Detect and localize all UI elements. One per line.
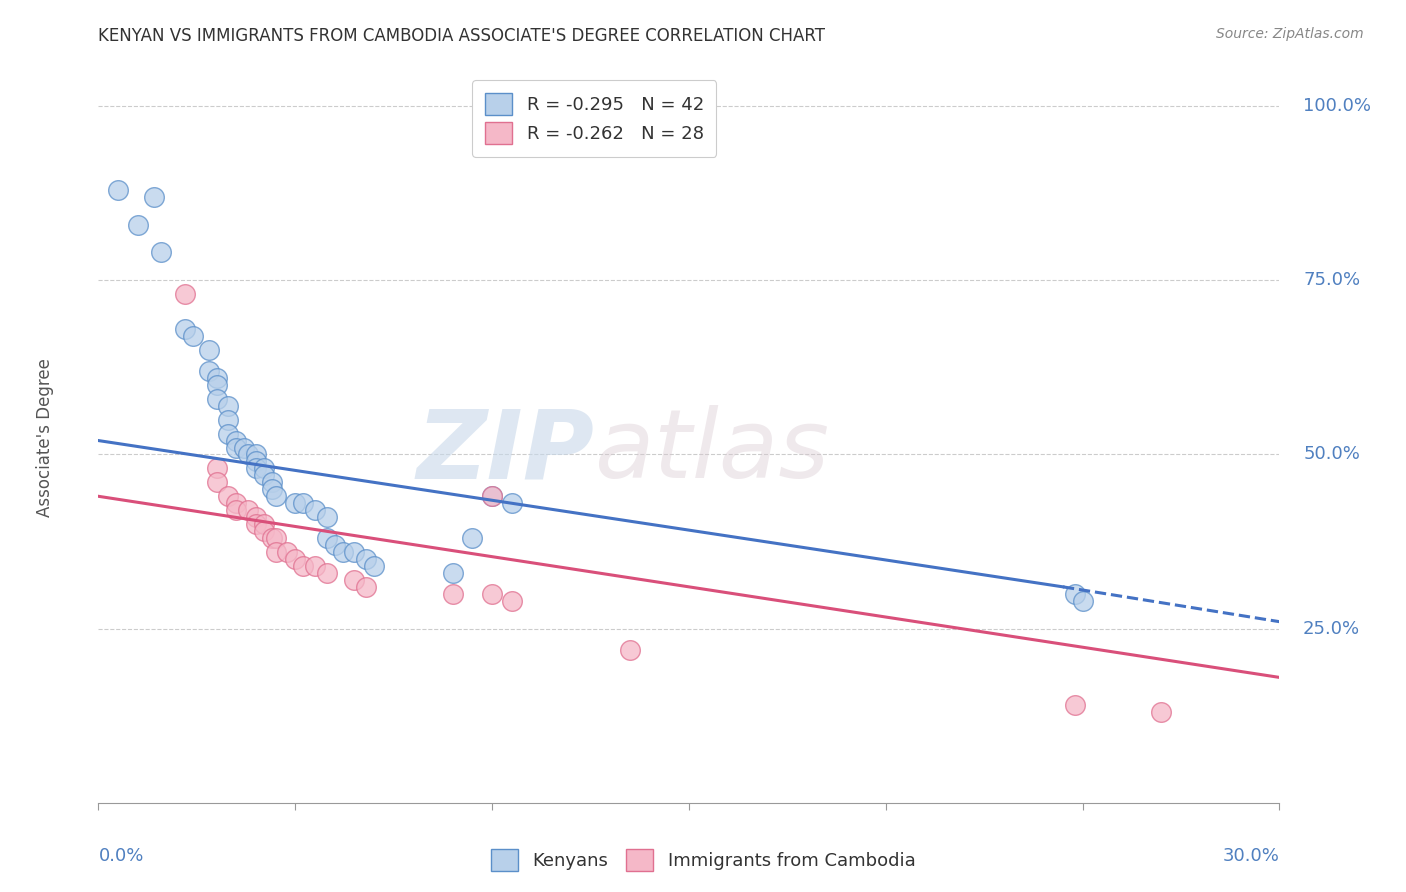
Point: [315, 566, 337, 580]
Point: [107, 183, 129, 197]
Point: [181, 329, 204, 343]
Text: Associate's Degree: Associate's Degree: [37, 358, 55, 516]
Point: [1071, 594, 1094, 608]
Point: [619, 642, 641, 657]
Text: atlas: atlas: [595, 405, 830, 499]
Point: [233, 441, 256, 455]
Text: 50.0%: 50.0%: [1303, 445, 1360, 464]
Point: [205, 377, 228, 392]
Point: [253, 524, 276, 538]
Point: [205, 475, 228, 490]
Point: [217, 489, 239, 503]
Point: [343, 545, 366, 559]
Point: [174, 322, 197, 336]
Point: [127, 218, 149, 232]
Point: [292, 558, 315, 573]
Point: [260, 475, 283, 490]
Point: [363, 558, 385, 573]
Point: [253, 461, 276, 475]
Text: 75.0%: 75.0%: [1303, 271, 1360, 289]
Point: [225, 434, 247, 448]
Legend: R = -0.295   N = 42, R = -0.262   N = 28: R = -0.295 N = 42, R = -0.262 N = 28: [472, 80, 717, 157]
Text: Source: ZipAtlas.com: Source: ZipAtlas.com: [1216, 27, 1364, 41]
Point: [260, 531, 283, 545]
Point: [501, 594, 523, 608]
Point: [197, 364, 219, 378]
Point: [1150, 705, 1173, 719]
Point: [354, 580, 377, 594]
Point: [304, 503, 326, 517]
Point: [481, 489, 503, 503]
Point: [225, 441, 247, 455]
Point: [315, 510, 337, 524]
Point: [150, 245, 173, 260]
Point: [284, 496, 307, 510]
Point: [142, 190, 165, 204]
Point: [217, 412, 239, 426]
Point: [354, 552, 377, 566]
Point: [236, 503, 259, 517]
Text: 100.0%: 100.0%: [1303, 97, 1371, 115]
Point: [236, 448, 259, 462]
Point: [323, 538, 346, 552]
Point: [205, 461, 228, 475]
Point: [441, 587, 464, 601]
Text: 25.0%: 25.0%: [1303, 620, 1360, 638]
Point: [264, 489, 287, 503]
Point: [253, 468, 276, 483]
Point: [1063, 698, 1085, 713]
Point: [197, 343, 219, 357]
Point: [245, 461, 267, 475]
Point: [481, 587, 503, 601]
Legend: Kenyans, Immigrants from Cambodia: Kenyans, Immigrants from Cambodia: [484, 842, 922, 879]
Point: [441, 566, 464, 580]
Point: [264, 545, 287, 559]
Point: [315, 531, 337, 545]
Point: [1063, 587, 1085, 601]
Point: [304, 558, 326, 573]
Point: [217, 399, 239, 413]
Point: [343, 573, 366, 587]
Point: [217, 426, 239, 441]
Point: [332, 545, 354, 559]
Point: [461, 531, 484, 545]
Point: [260, 483, 283, 497]
Point: [225, 503, 247, 517]
Text: 30.0%: 30.0%: [1223, 847, 1279, 864]
Point: [225, 496, 247, 510]
Point: [205, 392, 228, 406]
Point: [253, 517, 276, 532]
Point: [245, 517, 267, 532]
Point: [264, 531, 287, 545]
Text: 0.0%: 0.0%: [98, 847, 143, 864]
Point: [205, 371, 228, 385]
Point: [245, 510, 267, 524]
Point: [245, 454, 267, 468]
Point: [245, 448, 267, 462]
Point: [481, 489, 503, 503]
Point: [292, 496, 315, 510]
Text: ZIP: ZIP: [416, 405, 595, 499]
Point: [284, 552, 307, 566]
Point: [174, 287, 197, 301]
Text: KENYAN VS IMMIGRANTS FROM CAMBODIA ASSOCIATE'S DEGREE CORRELATION CHART: KENYAN VS IMMIGRANTS FROM CAMBODIA ASSOC…: [98, 27, 825, 45]
Point: [501, 496, 523, 510]
Point: [276, 545, 298, 559]
